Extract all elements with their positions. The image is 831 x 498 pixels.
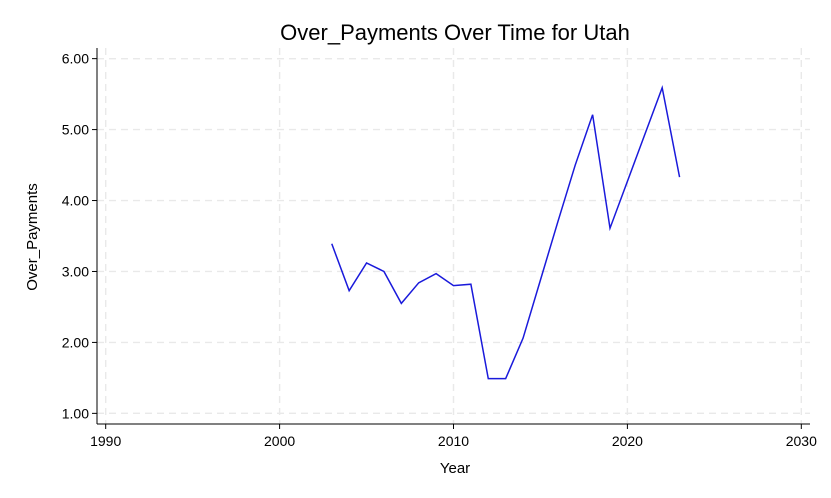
y-tick-label: 3.00 bbox=[62, 263, 89, 279]
chart-title: Over_Payments Over Time for Utah bbox=[280, 20, 630, 45]
y-tick-label: 5.00 bbox=[62, 122, 89, 138]
x-tick-label: 2010 bbox=[438, 433, 469, 449]
series-layer bbox=[331, 84, 681, 380]
x-axis-label: Year bbox=[440, 460, 470, 477]
y-tick-label: 4.00 bbox=[62, 193, 89, 209]
grid-lines bbox=[97, 48, 810, 424]
x-tick-label: 1990 bbox=[90, 433, 121, 449]
y-tick-label: 1.00 bbox=[62, 405, 89, 421]
y-tick-label: 2.00 bbox=[62, 334, 89, 350]
axes bbox=[92, 48, 810, 429]
x-tick-label: 2030 bbox=[786, 433, 817, 449]
y-axis-label: Over_Payments bbox=[24, 183, 41, 291]
x-tick-label: 2000 bbox=[264, 433, 295, 449]
y-tick-label: 6.00 bbox=[62, 51, 89, 67]
series-line bbox=[331, 84, 681, 380]
x-tick-label: 2020 bbox=[612, 433, 643, 449]
tick-labels: 1990 2000 2010 2020 2030 1.00 2.00 3.00 4.00 5.00… bbox=[62, 51, 817, 449]
